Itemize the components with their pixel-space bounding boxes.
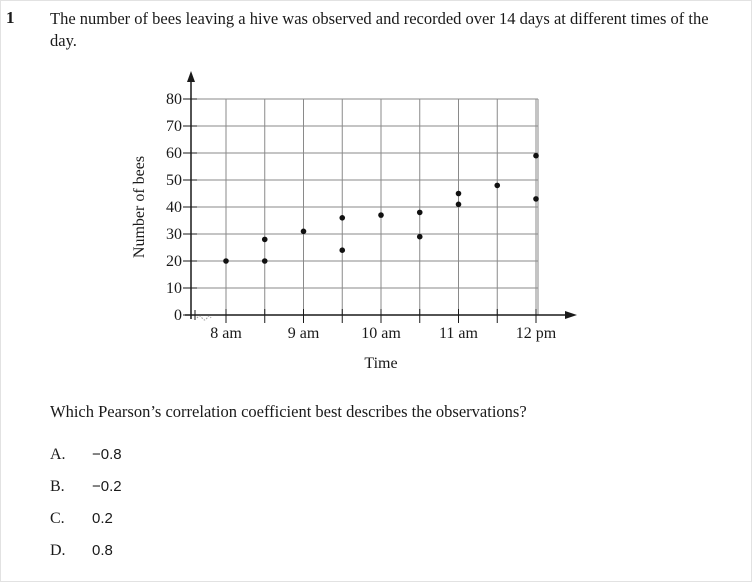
x-tick-label: 10 am bbox=[361, 325, 401, 342]
option-letter: C. bbox=[50, 510, 65, 527]
option-letter: D. bbox=[50, 542, 66, 559]
axis-break-mark bbox=[196, 315, 212, 321]
x-tick-label: 9 am bbox=[288, 325, 320, 342]
x-axis-arrow bbox=[565, 311, 577, 319]
chart-ticks: 0 10 20 30 40 50 60 70 80 8 am 9 am 10 am 11 am 12 pm bbox=[166, 91, 557, 342]
question-number: 1 bbox=[6, 8, 15, 27]
data-point bbox=[455, 201, 462, 208]
option-letter: A. bbox=[50, 446, 66, 463]
data-point bbox=[455, 190, 462, 197]
y-tick-label: 30 bbox=[166, 226, 182, 243]
option-value: −0.2 bbox=[92, 478, 122, 495]
option-b[interactable]: B. −0.2 bbox=[50, 478, 122, 496]
chart-grid bbox=[191, 98, 539, 315]
data-point bbox=[533, 152, 539, 159]
data-point bbox=[223, 258, 229, 264]
y-tick-label: 60 bbox=[166, 145, 182, 162]
data-point bbox=[261, 258, 268, 264]
data-point bbox=[300, 228, 307, 235]
y-tick-label: 50 bbox=[166, 172, 182, 189]
option-value: 0.2 bbox=[92, 510, 113, 527]
y-tick-label: 0 bbox=[174, 307, 182, 324]
question-prompt: Which Pearson’s correlation coefficient … bbox=[50, 402, 527, 421]
data-point bbox=[416, 209, 423, 216]
scatter-chart: 0 10 20 30 40 50 60 70 80 8 am 9 am 10 am 11 am 12 pm… bbox=[131, 71, 577, 372]
question-stem: The number of bees leaving a hive was ob… bbox=[50, 9, 709, 50]
x-tick-label: 11 am bbox=[439, 325, 479, 342]
data-point bbox=[261, 236, 268, 243]
y-tick-label: 70 bbox=[166, 118, 182, 135]
option-letter: B. bbox=[50, 478, 65, 495]
data-point bbox=[339, 215, 346, 221]
chart-points bbox=[223, 152, 539, 264]
chart-axes bbox=[185, 71, 577, 321]
y-axis-arrow bbox=[187, 71, 195, 82]
y-tick-label: 20 bbox=[166, 253, 182, 270]
data-point bbox=[339, 247, 346, 253]
y-axis-label: Number of bees bbox=[131, 156, 148, 258]
data-point bbox=[416, 233, 423, 240]
option-d[interactable]: D. 0.8 bbox=[50, 542, 113, 560]
y-tick-label: 10 bbox=[166, 280, 182, 297]
option-a[interactable]: A. −0.8 bbox=[50, 446, 122, 464]
data-point bbox=[494, 182, 501, 189]
x-tick-label: 8 am bbox=[210, 325, 242, 342]
option-value: 0.8 bbox=[92, 542, 113, 559]
data-point bbox=[533, 196, 539, 202]
y-tick-label: 80 bbox=[166, 91, 182, 108]
option-c[interactable]: C. 0.2 bbox=[50, 510, 113, 528]
y-tick-label: 40 bbox=[166, 199, 182, 216]
x-tick-label: 12 pm bbox=[516, 325, 557, 342]
x-axis-label: Time bbox=[364, 355, 397, 372]
option-value: −0.8 bbox=[92, 446, 122, 463]
data-point bbox=[378, 212, 384, 218]
